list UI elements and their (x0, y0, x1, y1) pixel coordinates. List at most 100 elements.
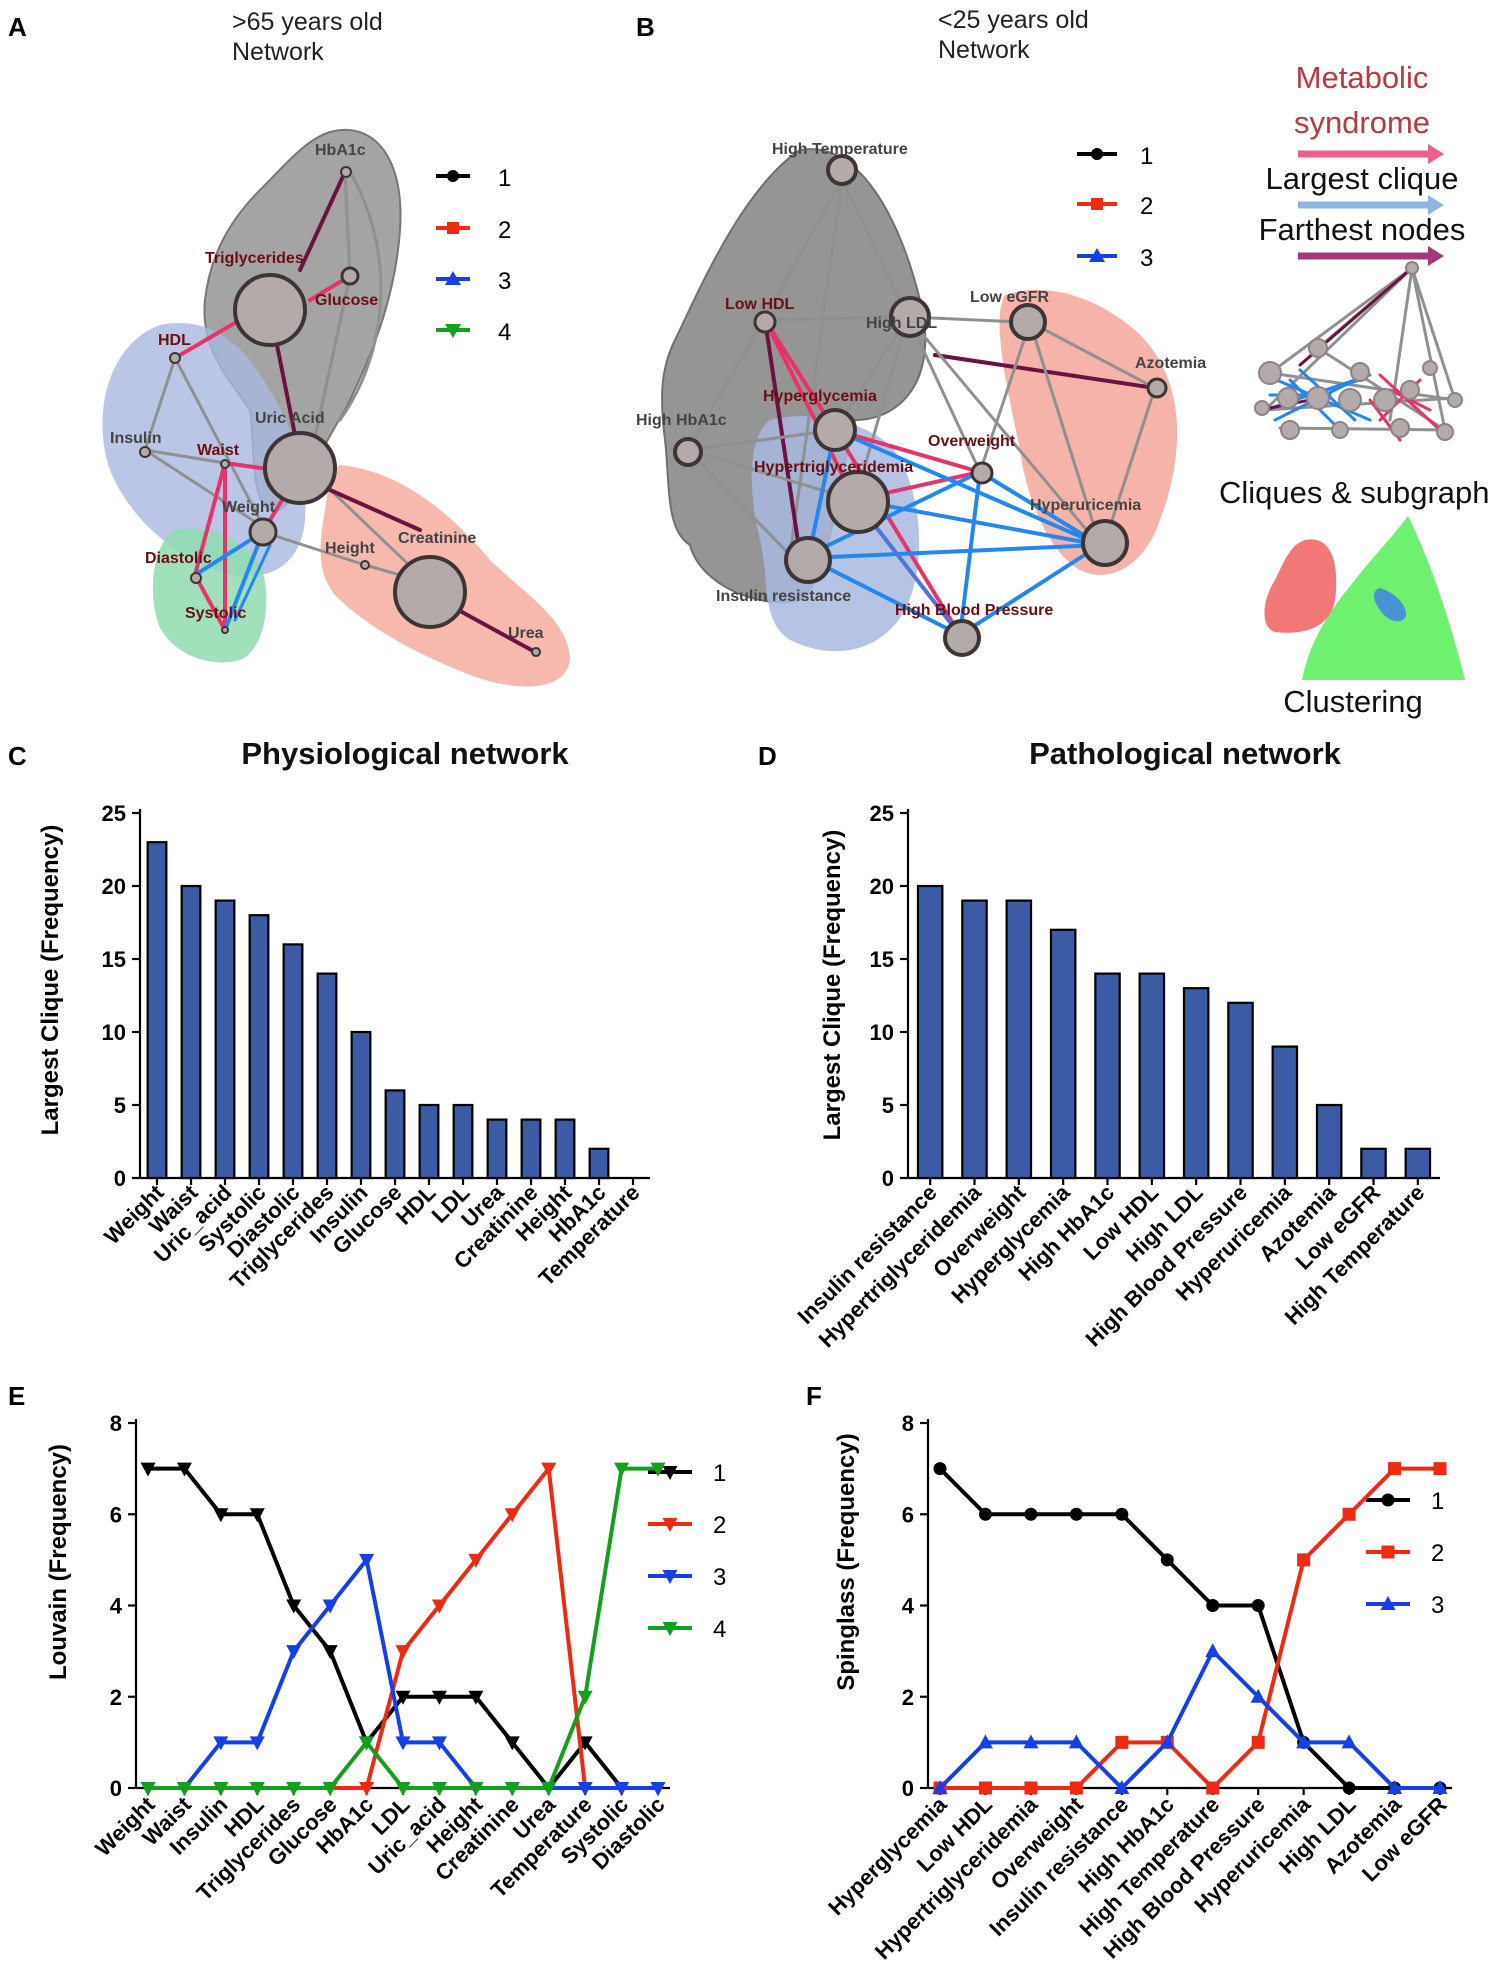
f-plot-series-3-point-high-hba1c (1159, 1734, 1175, 1749)
d-plot-bar-hyperglycemia (1049, 928, 1077, 1180)
panel-b-title-line1: <25 years old (938, 6, 1089, 34)
c-plot-ytick-label-15: 15 (102, 947, 126, 972)
c-plot-ytick-label-25: 25 (102, 801, 126, 826)
node-height (360, 560, 370, 570)
f-plot-legend-label-3: 3 (1431, 1592, 1444, 1619)
c-plot-bar-ldl (452, 1103, 474, 1180)
f-plot-legend-marker-3 (1380, 1596, 1396, 1610)
f-plot-series-1-point-hypertriglyceridemia (1024, 1507, 1038, 1521)
f-plot-legend-label-1: 1 (1431, 1488, 1444, 1515)
panel-a-title-line2: Network (232, 38, 324, 66)
e-plot-legend-label-2: 2 (713, 1512, 726, 1539)
node-low-hdl (753, 310, 777, 334)
e-plot-legend-marker-3 (662, 1570, 678, 1584)
metabolic-line1: Metabolic (1296, 60, 1429, 95)
node-hdl (169, 352, 181, 364)
e-plot-series-4-point-waist (176, 1782, 192, 1796)
metabolic-line2: syndrome (1294, 105, 1430, 140)
f-plot-series-1-point-high-hba1c (1160, 1553, 1174, 1567)
e-plot-series-4-point-weight (140, 1782, 156, 1796)
label-high-temperature: High Temperature (772, 141, 908, 158)
label-triglycerides: Triglycerides (205, 250, 304, 267)
label-hba1c: HbA1c (315, 142, 366, 159)
e-plot-series-1-point-waist (176, 1462, 192, 1477)
e-plot-series-4-point-temperature (577, 1690, 593, 1705)
e-plot-series-2-point-hba1c (359, 1782, 375, 1796)
f-plot-series-1-point-insulin-resistance (1115, 1507, 1129, 1521)
panel-a-title-line1: >65 years old (232, 8, 383, 36)
f-plot-series-1-point-high-ldl (1342, 1781, 1356, 1795)
label-high-ldl: High LDL (866, 315, 937, 332)
legend-a-label-3: 3 (498, 268, 511, 295)
e-plot-series-4-point-creatinine (504, 1782, 520, 1796)
node-triglycerides (233, 273, 307, 347)
c-plot-ytick-label-10: 10 (102, 1020, 126, 1045)
f-plot-series-2-point-azotemia (1388, 1462, 1402, 1476)
legend-a-label-1: 1 (498, 165, 511, 192)
legend-a-label-4: 4 (498, 319, 511, 346)
legend-a-marker-1 (447, 170, 459, 182)
e-plot-series-4-point-triglycerides (286, 1782, 302, 1796)
chart-c-title: Physiological network (241, 736, 569, 771)
node-weight (248, 517, 278, 547)
node-creatinine (393, 555, 467, 629)
panel-letter-b: B (636, 12, 655, 42)
node-waist (220, 459, 230, 469)
c-plot-bar-urea (486, 1118, 508, 1180)
f-plot-legend-marker-1 (1381, 1493, 1395, 1507)
label-high-hba1c: High HbA1c (636, 412, 727, 429)
f-plot-series-1-point-low-hdl (978, 1507, 992, 1521)
c-plot-bar-triglycerides (316, 972, 338, 1180)
d-plot-ytick-label-5: 5 (882, 1093, 894, 1118)
metabolic-arrow-head (1428, 144, 1444, 164)
node-overweight (970, 461, 994, 485)
e-plot-ytick-label-6: 6 (110, 1502, 122, 1527)
node-glucose (340, 266, 360, 286)
c-plot-bar-creatinine (520, 1118, 542, 1180)
e-plot-series-1-point-triglycerides (286, 1599, 302, 1614)
mini-clique-network (1254, 261, 1463, 442)
label-low-hdl: Low HDL (725, 296, 795, 313)
f-plot-ytick-label-4: 4 (902, 1594, 915, 1619)
chart-f-ylabel: Spinglass (Frequency) (833, 1433, 860, 1690)
node-insulin-resistance (784, 536, 832, 584)
d-plot-ytick-label-15: 15 (870, 947, 894, 972)
chart-d-title: Pathological network (1029, 736, 1342, 771)
f-plot-series-2-point-overweight (1069, 1781, 1083, 1795)
label-uric-acid: Uric Acid (255, 410, 325, 427)
legend-a-label-2: 2 (498, 217, 511, 244)
label-height: Height (325, 540, 375, 557)
panel-f-line-chart: F Spinglass (Frequency) 02468Hyperglycem… (806, 1381, 1452, 1964)
e-plot-ytick-label-8: 8 (110, 1411, 122, 1436)
f-plot-series-3-line (938, 1649, 1440, 1790)
network-b-nodes (673, 154, 1168, 657)
legend-b: 1 2 3 (1077, 143, 1153, 272)
farthest-nodes-label: Farthest nodes (1259, 212, 1466, 247)
node-azotemia (1146, 377, 1168, 399)
node-high-ldl (889, 296, 931, 338)
e-plot-series-4-point-ldl (395, 1782, 411, 1796)
c-plot-bar-height (554, 1118, 576, 1180)
label-hyperglycemia: Hyperglycemia (763, 388, 877, 405)
c-plot-bar-weight (146, 841, 168, 1180)
clustering-illustration (1264, 516, 1465, 680)
e-plot-legend-label-3: 3 (713, 1564, 726, 1591)
e-plot-series-3-point-glucose (322, 1599, 338, 1614)
node-low-egfr (1009, 303, 1047, 341)
e-plot-series-4-point-insulin (213, 1782, 229, 1796)
chart-d-ylabel: Largest Clique (Frequency) (819, 830, 846, 1141)
e-plot-legend-label-1: 1 (713, 1460, 726, 1487)
e-plot-series-3-point-systolic (614, 1782, 630, 1796)
node-insulin (139, 446, 151, 458)
e-plot-series-3-point-temperature (577, 1782, 593, 1796)
cluster-b-red-region (999, 289, 1178, 575)
panel-letter-e: E (8, 1381, 25, 1411)
f-plot-series-1-point-high-blood-pressure (1251, 1599, 1265, 1612)
legend-a-marker-3 (445, 271, 461, 285)
f-plot-series-3-point-azotemia (1387, 1780, 1403, 1794)
d-plot-bar-azotemia (1315, 1103, 1343, 1180)
network-b-edges (686, 178, 1157, 637)
f-plot-series-3-point-low-hdl (977, 1734, 993, 1749)
